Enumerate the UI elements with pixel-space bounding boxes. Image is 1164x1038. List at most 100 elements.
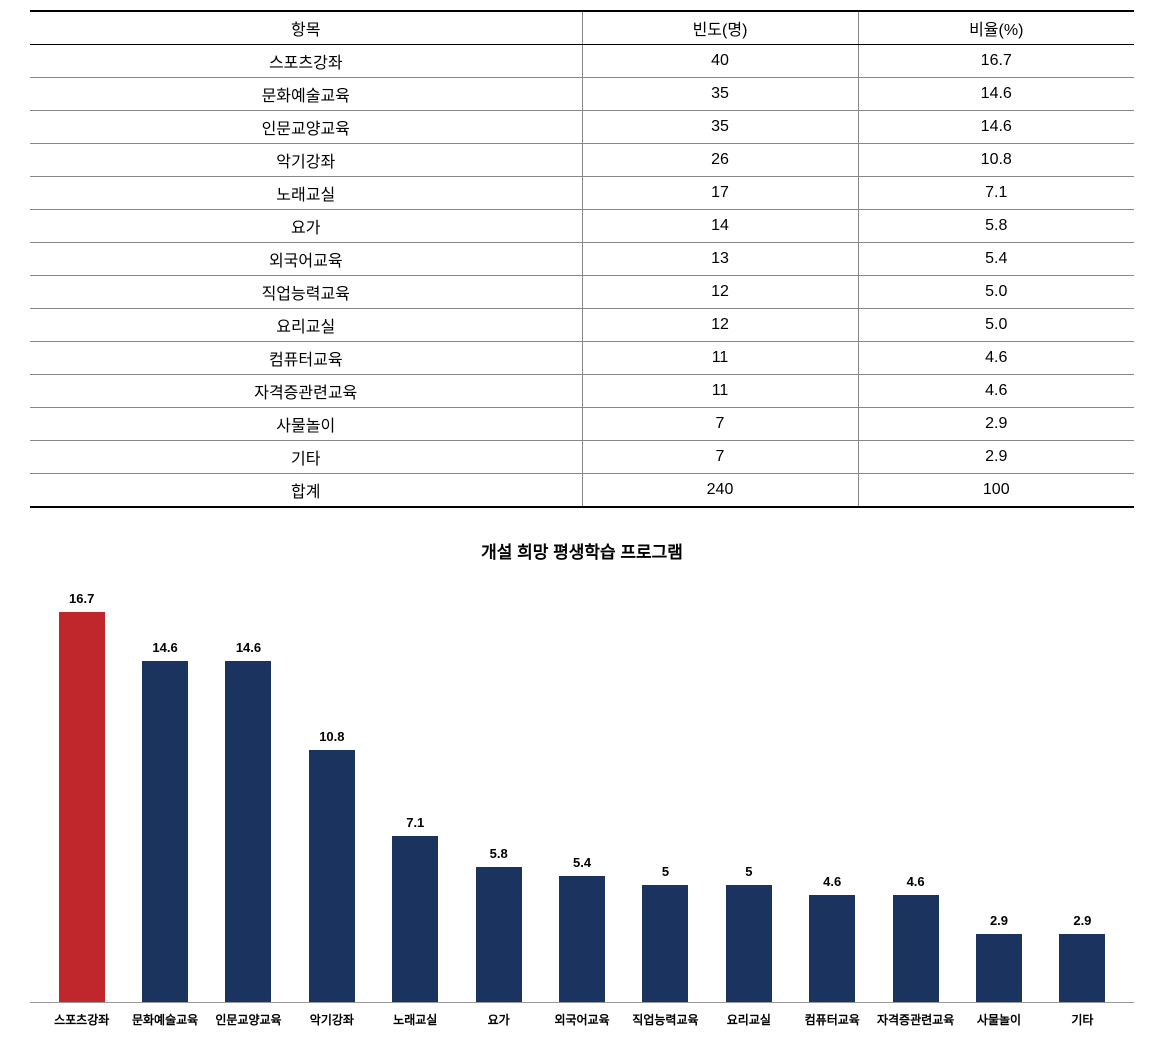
table-cell: 7.1 [858, 177, 1134, 210]
x-axis-label: 요가 [457, 1011, 540, 1028]
table-row: 합계240100 [30, 474, 1134, 508]
table-cell: 11 [582, 375, 858, 408]
x-axis-label: 악기강좌 [290, 1011, 373, 1028]
bar [726, 885, 772, 1002]
table-row: 요가145.8 [30, 210, 1134, 243]
table-cell: 26 [582, 144, 858, 177]
bar-value-label: 4.6 [907, 874, 925, 889]
bar-group: 5 [707, 583, 790, 1002]
bar-value-label: 14.6 [236, 640, 261, 655]
bar-value-label: 4.6 [823, 874, 841, 889]
bar [476, 867, 522, 1002]
table-cell: 14.6 [858, 78, 1134, 111]
table-row: 기타72.9 [30, 441, 1134, 474]
table-cell: 직업능력교육 [30, 276, 582, 309]
table-row: 자격증관련교육114.6 [30, 375, 1134, 408]
header-frequency: 빈도(명) [582, 11, 858, 45]
table-cell: 요가 [30, 210, 582, 243]
chart-title: 개설 희망 평생학습 프로그램 [30, 538, 1134, 563]
table-row: 문화예술교육3514.6 [30, 78, 1134, 111]
bar [809, 895, 855, 1002]
table-cell: 합계 [30, 474, 582, 508]
table-cell: 40 [582, 45, 858, 78]
chart-container: 개설 희망 평생학습 프로그램 16.7 14.6 14.6 10.8 7.1 5.8 5.… [30, 538, 1134, 1028]
table-cell: 12 [582, 276, 858, 309]
bar-group: 5.4 [540, 583, 623, 1002]
x-axis-label: 컴퓨터교육 [791, 1011, 874, 1028]
table-cell: 컴퓨터교육 [30, 342, 582, 375]
bar-value-label: 14.6 [152, 640, 177, 655]
table-cell: 11 [582, 342, 858, 375]
bar-group: 5 [624, 583, 707, 1002]
table-cell: 17 [582, 177, 858, 210]
table-cell: 인문교양교육 [30, 111, 582, 144]
x-axis-label: 외국어교육 [540, 1011, 623, 1028]
bar-group: 4.6 [791, 583, 874, 1002]
table-cell: 5.0 [858, 309, 1134, 342]
bar-group: 2.9 [957, 583, 1040, 1002]
bar-group: 2.9 [1041, 583, 1124, 1002]
table-row: 스포츠강좌4016.7 [30, 45, 1134, 78]
bar [642, 885, 688, 1002]
bar-value-label: 2.9 [1073, 913, 1091, 928]
bar-group: 14.6 [207, 583, 290, 1002]
bar-group: 10.8 [290, 583, 373, 1002]
table-cell: 100 [858, 474, 1134, 508]
table-cell: 외국어교육 [30, 243, 582, 276]
table-cell: 문화예술교육 [30, 78, 582, 111]
table-row: 인문교양교육3514.6 [30, 111, 1134, 144]
table-cell: 2.9 [858, 441, 1134, 474]
table-cell: 기타 [30, 441, 582, 474]
bar-value-label: 2.9 [990, 913, 1008, 928]
bar-chart: 16.7 14.6 14.6 10.8 7.1 5.8 5.4 5 5 4.6 4.6 2.9 2.9 [30, 583, 1134, 1003]
bar-group: 4.6 [874, 583, 957, 1002]
table-row: 외국어교육135.4 [30, 243, 1134, 276]
bar-value-label: 5 [745, 864, 752, 879]
x-axis-label: 직업능력교육 [624, 1011, 707, 1028]
bar-group: 7.1 [374, 583, 457, 1002]
x-axis-label: 인문교양교육 [207, 1011, 290, 1028]
bar-value-label: 7.1 [406, 815, 424, 830]
table-row: 악기강좌2610.8 [30, 144, 1134, 177]
table-cell: 5.0 [858, 276, 1134, 309]
table-cell: 240 [582, 474, 858, 508]
bar-value-label: 5 [662, 864, 669, 879]
table-cell: 13 [582, 243, 858, 276]
table-cell: 4.6 [858, 342, 1134, 375]
table-cell: 16.7 [858, 45, 1134, 78]
table-cell: 14.6 [858, 111, 1134, 144]
table-cell: 요리교실 [30, 309, 582, 342]
bar-value-label: 16.7 [69, 591, 94, 606]
bar [1059, 934, 1105, 1002]
bar [392, 836, 438, 1002]
table-cell: 사물놀이 [30, 408, 582, 441]
table-cell: 10.8 [858, 144, 1134, 177]
bar-group: 16.7 [40, 583, 123, 1002]
table-cell: 14 [582, 210, 858, 243]
header-item: 항목 [30, 11, 582, 45]
bar [225, 661, 271, 1002]
table-cell: 7 [582, 441, 858, 474]
x-axis-label: 노래교실 [374, 1011, 457, 1028]
table-row: 사물놀이72.9 [30, 408, 1134, 441]
table-cell: 7 [582, 408, 858, 441]
x-axis-label: 기타 [1041, 1011, 1124, 1028]
bar [559, 876, 605, 1002]
bar [309, 750, 355, 1002]
bar [142, 661, 188, 1002]
table-cell: 스포츠강좌 [30, 45, 582, 78]
bar-value-label: 10.8 [319, 729, 344, 744]
bar-value-label: 5.8 [490, 846, 508, 861]
table-cell: 2.9 [858, 408, 1134, 441]
table-row: 노래교실177.1 [30, 177, 1134, 210]
x-axis-label: 요리교실 [707, 1011, 790, 1028]
table-cell: 35 [582, 78, 858, 111]
bar [893, 895, 939, 1002]
bar [976, 934, 1022, 1002]
table-cell: 악기강좌 [30, 144, 582, 177]
x-axis-labels: 스포츠강좌문화예술교육인문교양교육악기강좌노래교실요가외국어교육직업능력교육요리… [30, 1011, 1134, 1028]
bar [59, 612, 105, 1002]
x-axis-label: 문화예술교육 [123, 1011, 206, 1028]
table-cell: 12 [582, 309, 858, 342]
frequency-table: 항목 빈도(명) 비율(%) 스포츠강좌4016.7문화예술교육3514.6인문… [30, 10, 1134, 508]
